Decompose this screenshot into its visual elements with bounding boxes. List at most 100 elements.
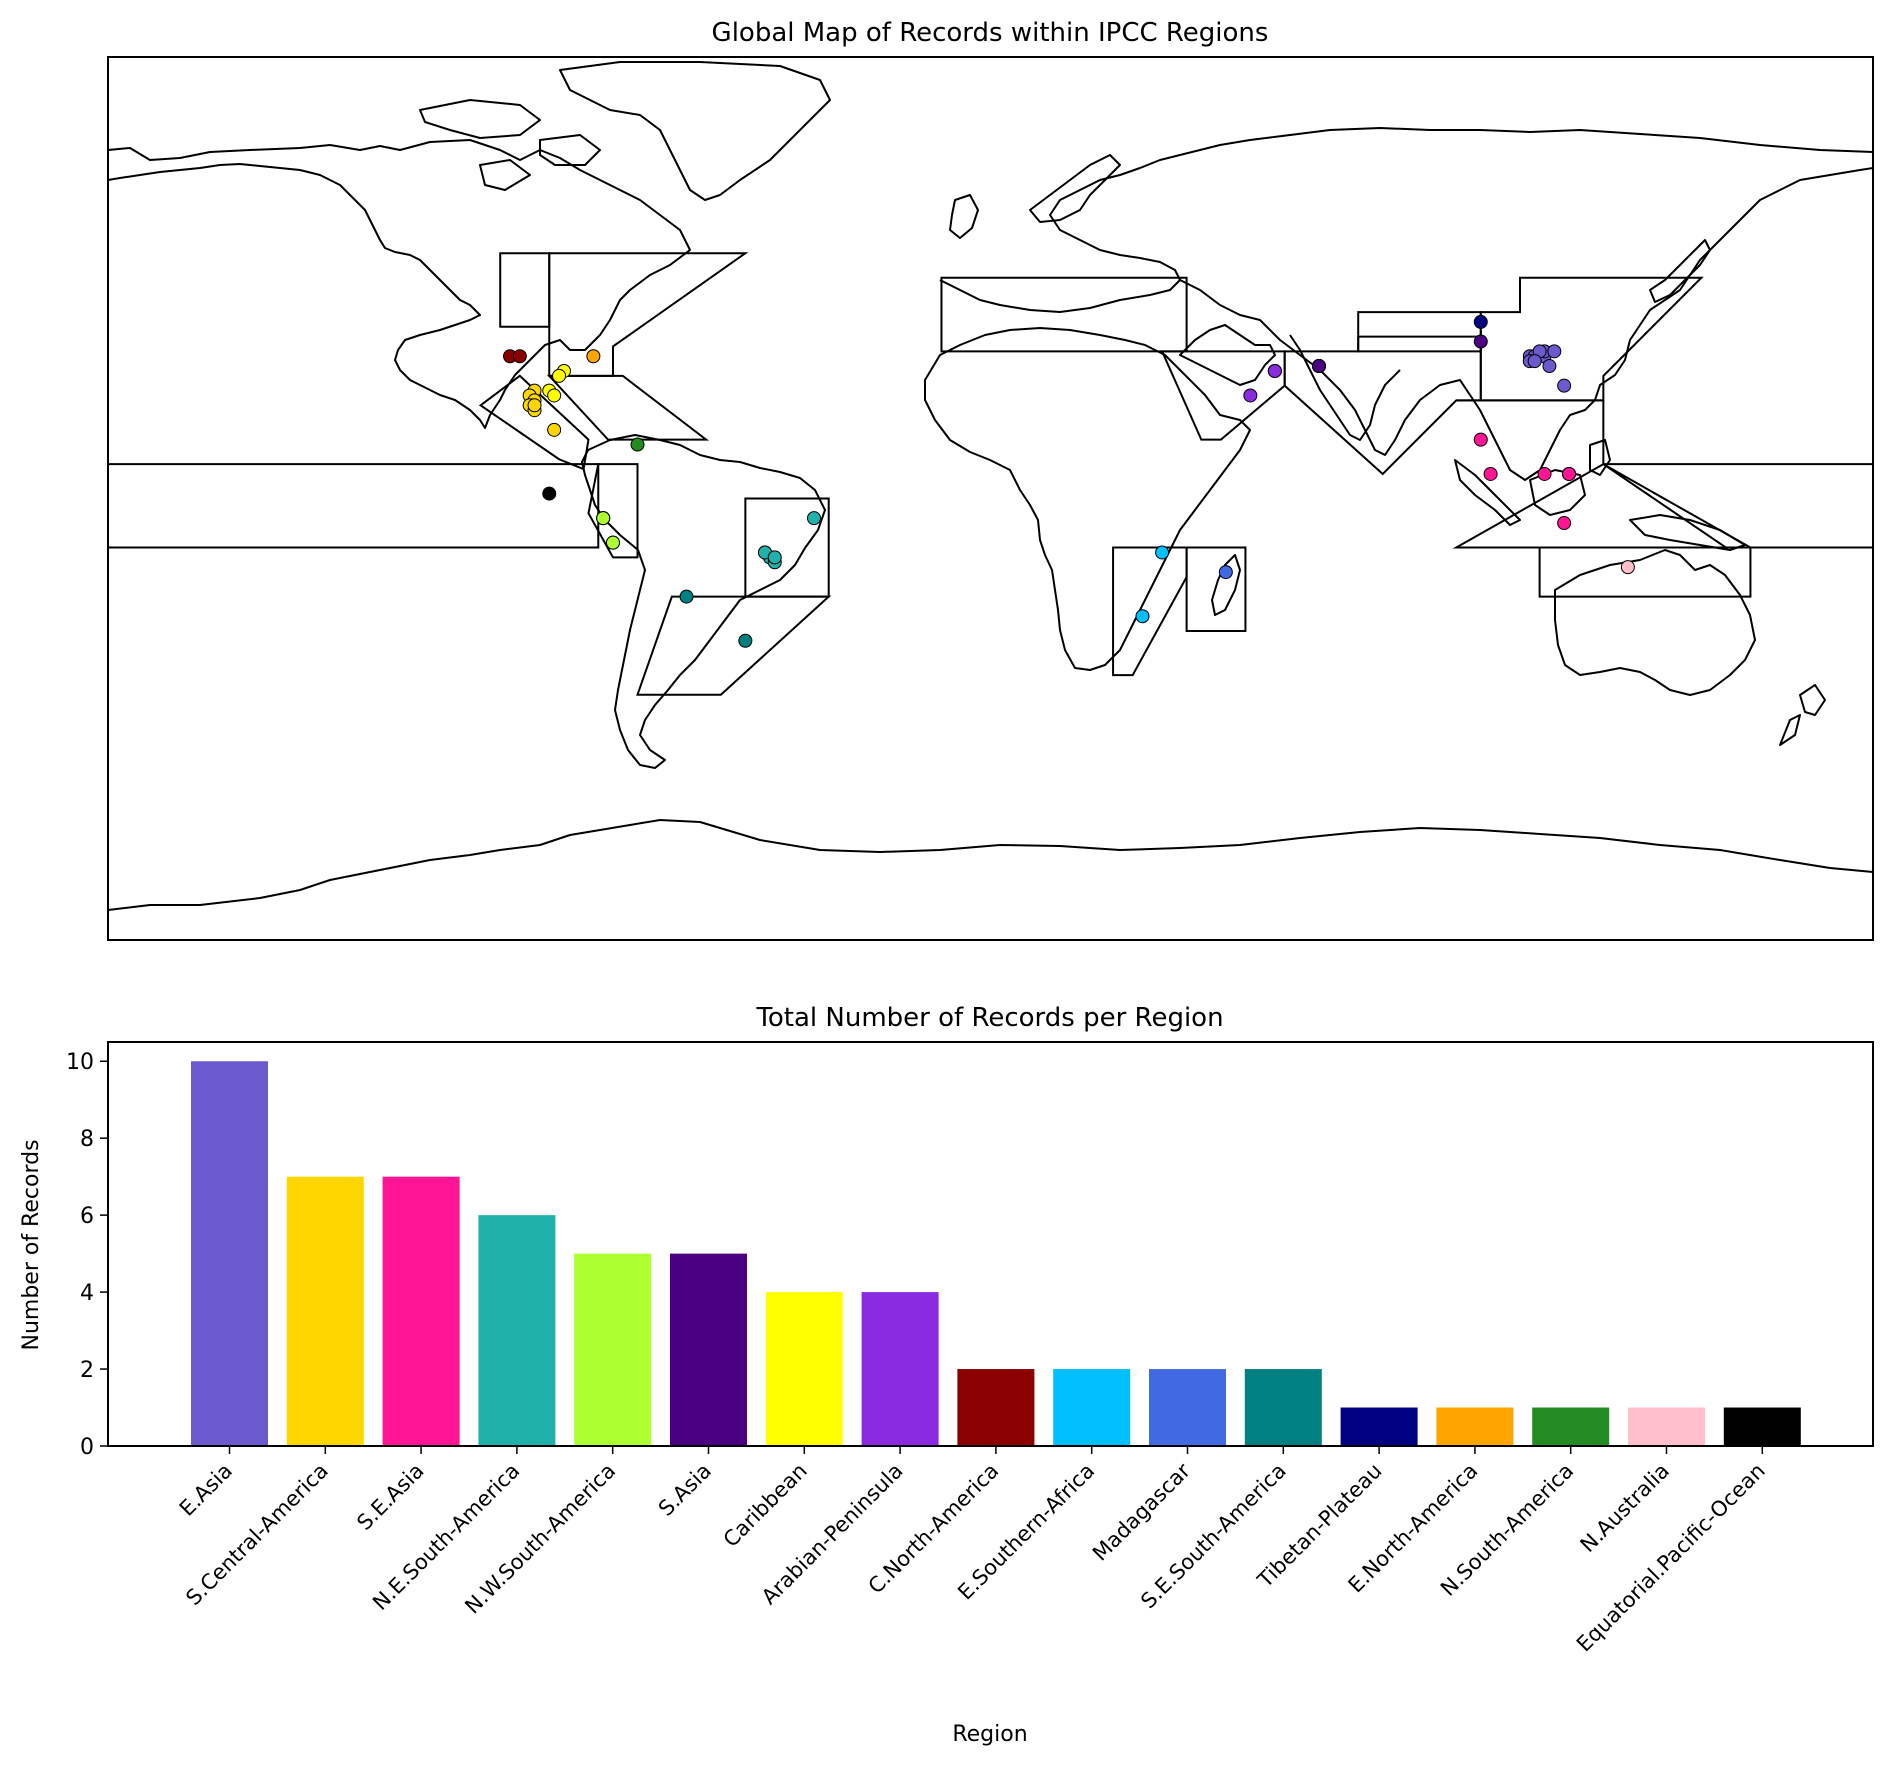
- bar-n-w-south-america: [574, 1253, 652, 1446]
- record-point: [679, 589, 694, 604]
- record-point: [738, 633, 753, 648]
- coastline-uk: [949, 194, 979, 239]
- region-box-4: [107, 463, 600, 549]
- x-tick-label: Caribbean: [719, 1459, 812, 1552]
- record-point: [552, 368, 567, 383]
- region-box-5: [587, 463, 639, 559]
- coastline-scandinavia: [1029, 154, 1121, 223]
- bar-s-e-asia: [382, 1176, 460, 1446]
- coastline-south-america: [581, 434, 826, 769]
- y-tick-label: 8: [80, 1127, 94, 1152]
- x-axis-label: Region: [952, 1722, 1027, 1747]
- map-frame: [107, 56, 1874, 941]
- record-point: [1267, 363, 1282, 378]
- coastline-arctic-islands: [419, 99, 601, 191]
- region-box-1: [548, 252, 749, 377]
- coastline-japan: [1649, 239, 1711, 303]
- record-point: [1473, 432, 1488, 447]
- y-tick-label: 6: [80, 1204, 94, 1229]
- record-point: [767, 550, 782, 565]
- record-point: [596, 511, 611, 526]
- y-axis: 0 2 4 6 8 10: [66, 1050, 108, 1460]
- coastline-asia: [1179, 167, 1873, 481]
- record-point: [1135, 609, 1150, 624]
- coastline-greenland: [559, 61, 831, 201]
- record-point: [1537, 466, 1552, 481]
- record-point: [630, 437, 645, 452]
- x-tick-label: Equatorial.Pacific-Ocean: [1572, 1459, 1770, 1657]
- region-box-2: [546, 374, 710, 441]
- region-box-9: [1160, 350, 1286, 441]
- bar-s-asia: [670, 1253, 747, 1446]
- record-point: [1155, 545, 1170, 560]
- bar-chart-frame: [107, 1041, 1874, 1447]
- region-box-0: [499, 252, 551, 328]
- bar-s-central-america: [286, 1176, 364, 1446]
- region-box-7: [636, 595, 832, 696]
- coastline-india: [1289, 334, 1401, 441]
- bar-n-south-america: [1532, 1407, 1610, 1446]
- bars: [191, 1061, 1801, 1446]
- record-point: [1547, 344, 1562, 359]
- bar-e-southern-africa: [1053, 1369, 1131, 1446]
- x-tick-label: Madagascar: [1088, 1458, 1195, 1565]
- coastline-new-zealand: [1779, 684, 1826, 746]
- x-tick-label: S.Asia: [654, 1459, 716, 1521]
- coastline-arabia: [1179, 324, 1276, 386]
- y-axis-label: Number of Records: [19, 1139, 44, 1350]
- coastline-africa: [924, 327, 1251, 671]
- y-tick-label: 4: [80, 1281, 94, 1306]
- record-point: [1557, 516, 1572, 531]
- region-box-11: [1357, 311, 1482, 353]
- bar-e-asia: [191, 1061, 268, 1446]
- x-tick-label: E.Asia: [175, 1459, 237, 1521]
- record-point: [1620, 560, 1635, 575]
- record-point: [1243, 388, 1258, 403]
- record-point: [527, 398, 542, 413]
- record-point: [605, 535, 620, 550]
- bar-e-north-america: [1436, 1407, 1514, 1446]
- record-point: [807, 511, 821, 526]
- record-point: [1311, 359, 1326, 374]
- bar-caribbean: [765, 1292, 843, 1446]
- record-point: [512, 349, 527, 364]
- record-point: [1218, 565, 1233, 580]
- record-point: [1542, 359, 1557, 374]
- bar-c-north-america: [957, 1369, 1035, 1446]
- bar-chart-title: Total Number of Records per Region: [755, 1003, 1223, 1033]
- record-point: [547, 422, 562, 437]
- record-point: [1473, 334, 1488, 349]
- bar-n-e-south-america: [478, 1215, 556, 1446]
- ipcc-region-boxes: [107, 252, 1874, 696]
- x-tick-label: N.Australia: [1576, 1459, 1674, 1557]
- record-point: [542, 486, 557, 501]
- x-tick-label: S.E.Asia: [352, 1459, 428, 1535]
- bar-s-e-south-america: [1244, 1369, 1322, 1446]
- bar-madagascar: [1149, 1369, 1226, 1446]
- region-box-16: [1185, 546, 1247, 632]
- region-box-8: [940, 276, 1188, 353]
- coastline-sumatra-borneo: [1454, 439, 1611, 526]
- record-points: [503, 314, 1635, 648]
- region-box-15: [1112, 546, 1188, 677]
- y-tick-label: 2: [80, 1358, 94, 1383]
- y-tick-label: 0: [80, 1435, 94, 1460]
- record-point: [1473, 314, 1488, 329]
- bar-arabian-peninsula: [861, 1292, 939, 1446]
- region-box-13: [1452, 399, 1874, 549]
- record-point: [586, 349, 601, 364]
- map-panel: [107, 56, 1874, 941]
- coastline-madagascar: [1211, 554, 1241, 616]
- bar-n-australia: [1628, 1407, 1705, 1446]
- coastline-north-america: [108, 139, 691, 429]
- record-point: [1557, 378, 1572, 393]
- region-box-3: [478, 374, 590, 471]
- record-point: [1562, 466, 1577, 481]
- bar-equatorial-pacific-ocean: [1723, 1407, 1801, 1446]
- bar-tibetan-plateau: [1340, 1407, 1418, 1446]
- y-tick-label: 10: [66, 1050, 94, 1075]
